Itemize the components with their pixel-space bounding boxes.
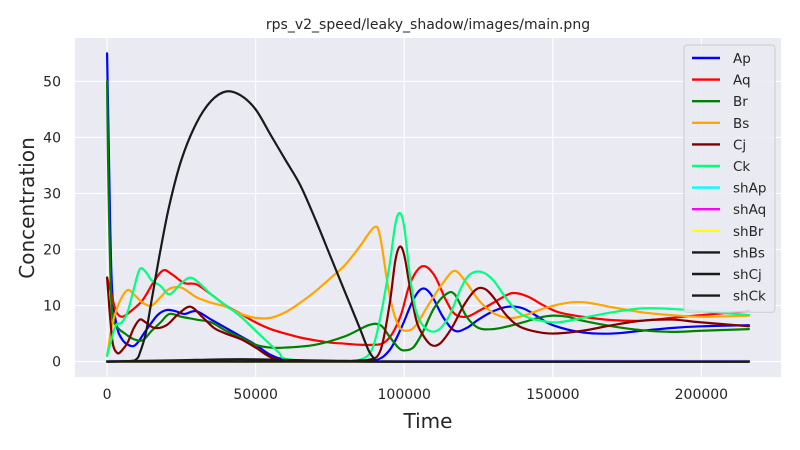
y-tick-label: 30 — [43, 186, 61, 202]
series-line-shck — [105, 90, 751, 363]
x-axis: 0 50000 100000 150000 200000 — [103, 387, 728, 403]
legend-label-shap: shAp — [733, 181, 766, 197]
legend-label-br: Br — [733, 94, 748, 110]
y-tick-label: 40 — [43, 130, 61, 146]
y-tick-label: 20 — [43, 243, 61, 259]
legend-label-shbs: shBs — [733, 245, 765, 261]
legend-label-shaq: shAq — [733, 202, 766, 218]
legend-label-bs: Bs — [733, 116, 749, 132]
legend-label-cj: Cj — [733, 137, 746, 153]
x-tick-label: 100000 — [378, 387, 431, 403]
series-line-br — [105, 80, 751, 352]
y-tick-label: 10 — [43, 299, 61, 315]
series-line-bs — [105, 225, 751, 358]
x-tick-label: 200000 — [675, 387, 728, 403]
y-axis: 0 10 20 30 40 50 — [43, 74, 61, 370]
x-axis-title: Time — [403, 409, 453, 433]
x-tick-label: 150000 — [526, 387, 579, 403]
series-layer — [105, 52, 751, 363]
x-tick-label: 0 — [103, 387, 112, 403]
series-line-ck — [105, 211, 751, 363]
series-line-cj — [105, 245, 751, 363]
chart-title: rps_v2_speed/leaky_shadow/images/main.pn… — [266, 17, 590, 33]
y-tick-label: 50 — [43, 74, 61, 90]
legend-box — [683, 44, 776, 313]
legend-label-shck: shCk — [733, 289, 766, 305]
y-axis-title: Concentration — [15, 137, 39, 278]
y-tick-label: 0 — [52, 355, 61, 371]
plot-background — [75, 38, 781, 377]
legend-label-aq: Aq — [733, 73, 751, 89]
legend-label-shbr: shBr — [733, 224, 764, 240]
legend-label-ap: Ap — [733, 51, 751, 67]
legend-label-ck: Ck — [733, 159, 750, 175]
x-tick-label: 50000 — [233, 387, 278, 403]
legend: Ap Aq Br Bs Cj Ck shAp shAq shBr shBs shCj shCk — [683, 44, 776, 313]
legend-label-shcj: shCj — [733, 267, 762, 283]
